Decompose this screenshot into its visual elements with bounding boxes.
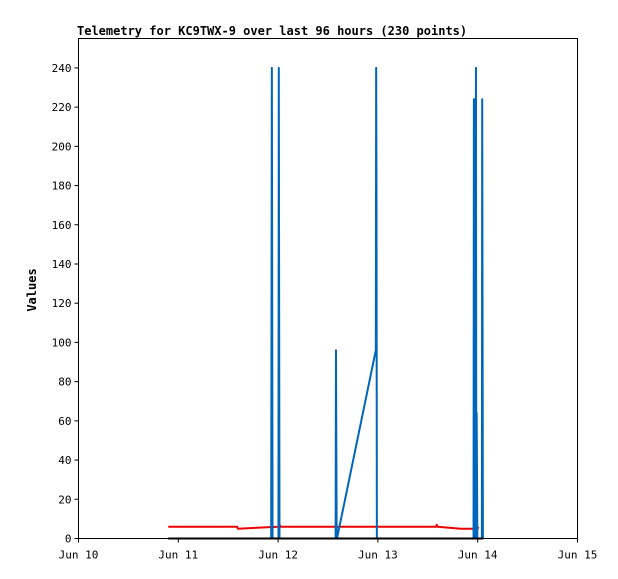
- y-tick-label: 240: [52, 62, 72, 75]
- y-tick-label: 100: [52, 336, 72, 349]
- y-tick-label: 40: [58, 454, 71, 467]
- y-tick-label: 20: [58, 493, 71, 506]
- y-tick-label: 220: [52, 101, 72, 114]
- y-tick-label: 200: [52, 140, 72, 153]
- x-tick-label: Jun 12: [258, 549, 298, 562]
- axis-layer: 0 20 40 60 80 100 120 140 160 180 200 220 240 Jun 10 J…: [52, 62, 598, 562]
- x-tick-label: Jun 11: [158, 549, 198, 562]
- plot-frame: [78, 38, 578, 539]
- y-tick-label: 80: [58, 376, 71, 389]
- y-tick-label: 0: [65, 533, 72, 546]
- y-tick-label: 180: [52, 180, 72, 193]
- x-tick-label: Jun 15: [558, 549, 598, 562]
- chart-title: Telemetry for KC9TWX-9 over last 96 hour…: [77, 24, 467, 38]
- x-tick-label: Jun 14: [458, 549, 498, 562]
- x-tick-label: Jun 13: [358, 549, 398, 562]
- y-tick-label: 140: [52, 258, 72, 271]
- y-tick-label: 60: [58, 415, 71, 428]
- y-tick-label: 120: [52, 297, 72, 310]
- y-axis-label: Values: [25, 268, 39, 311]
- y-tick-label: 160: [52, 219, 72, 232]
- x-tick-label: Jun 10: [59, 549, 99, 562]
